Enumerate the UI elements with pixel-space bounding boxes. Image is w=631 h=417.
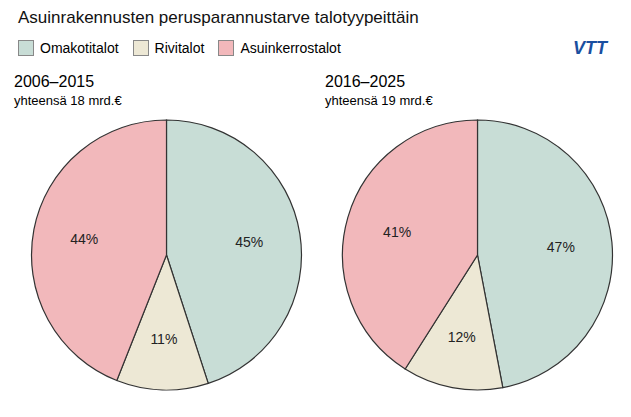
html-text:VTT: VTT — [573, 38, 607, 58]
svg-text:45%: 45% — [235, 234, 263, 250]
html-text:2006–2015: 2006–2015 — [14, 73, 95, 90]
html-text:Rivitalot: Rivitalot — [154, 40, 205, 56]
svg-text:44%: 44% — [70, 231, 98, 247]
html-text:Omakotitalot: Omakotitalot — [40, 40, 119, 56]
html-text:Asuinrakennusten perusparannus: Asuinrakennusten perusparannustarve talo… — [18, 8, 419, 27]
svg-text:41%: 41% — [383, 224, 411, 240]
html-text:2016–2025: 2016–2025 — [325, 73, 406, 90]
svg-text:12%: 12% — [448, 329, 476, 345]
html-text:yhteensä 19 mrd.€: yhteensä 19 mrd.€ — [325, 93, 433, 108]
svg-text:11%: 11% — [150, 331, 177, 347]
svg-text:47%: 47% — [547, 239, 575, 255]
html-text:Asuinkerrostalot: Asuinkerrostalot — [240, 40, 341, 56]
html-text:yhteensä 18 mrd.€: yhteensä 18 mrd.€ — [14, 93, 122, 108]
